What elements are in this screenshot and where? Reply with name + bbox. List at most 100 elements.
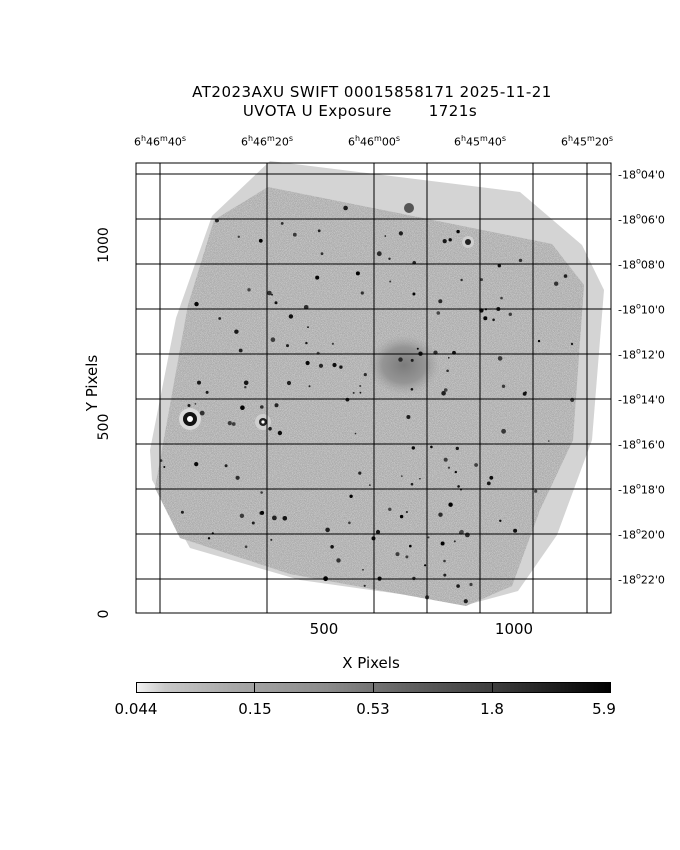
star [500,296,503,300]
star [384,235,387,237]
star [270,337,276,343]
colorbar-tick [254,682,255,693]
star [331,342,334,345]
dec-tick-label: -18o16'0 [618,436,665,452]
star [274,403,279,408]
star [163,466,166,468]
star [456,229,460,234]
star [307,326,309,328]
star [218,317,222,320]
star [412,576,416,581]
star [274,301,278,305]
star [405,510,408,514]
star [194,462,199,467]
star [268,426,272,431]
star [376,251,382,257]
star [440,541,445,546]
star [271,293,273,296]
star [412,292,416,296]
star [455,446,459,451]
y-tick-0: 0 [96,609,112,619]
star [489,475,494,480]
y-tick-1000: 1000 [96,227,112,263]
star [352,391,355,394]
star [359,385,362,387]
star [388,507,392,511]
stars-layer [159,205,575,604]
star [363,373,367,377]
dec-tick-label: -18o14'0 [618,391,665,407]
star [483,316,488,321]
diffuse-nebula [368,335,440,395]
star [501,384,506,388]
image-title-line-1: AT2023AXU SWIFT 00015858171 2025-11-21 [192,83,552,101]
star [518,258,523,263]
star [224,464,228,468]
image-title-line-2: UVOTA U Exposure 1721s [242,102,478,120]
star [419,477,421,480]
star [395,552,400,557]
star [348,521,351,525]
ra-tick-label: 6h46m20s [240,134,294,149]
star [497,264,501,268]
dec-tick-label: -18o06'0 [618,211,665,227]
star [288,314,294,319]
star [363,584,366,587]
star [453,540,456,543]
star [315,275,320,280]
star [272,515,277,521]
colorbar-tick [373,682,374,693]
y-tick-500: 500 [96,413,112,441]
star [247,288,251,292]
star [308,385,311,388]
star [336,558,341,563]
star [305,341,308,345]
star [508,312,512,316]
star [234,329,239,334]
colorbar-label-4: 1.8 [480,700,504,718]
star [522,392,527,396]
star [343,205,348,211]
y-axis-label: Y Pixels [83,354,101,412]
star [448,238,452,242]
star [205,390,209,394]
star [410,388,414,391]
star [448,502,453,507]
star [227,421,232,426]
colorbar-label-2: 0.15 [238,700,272,718]
star [239,513,245,518]
star [235,475,240,480]
dec-tick-label: -18o04'0 [618,166,665,182]
star [570,397,575,402]
star [548,440,550,442]
star [237,235,240,238]
star [197,380,201,385]
star [267,290,272,296]
star [463,599,468,604]
star [446,369,449,373]
colorbar-label-3: 0.53 [356,700,390,718]
dec-tick-label: -18o10'0 [618,301,665,317]
dec-tick-label: -18o12'0 [618,346,665,362]
star [286,344,289,348]
star [563,274,568,278]
star [258,238,263,243]
ra-tick-label: 6h45m20s [560,134,614,149]
dec-tick-label: -18o22'0 [618,571,665,587]
star [231,422,236,426]
x-axis-label: X Pixels [342,654,400,672]
dec-tick-label: -18o18'0 [618,481,665,497]
star [270,538,273,541]
star [499,519,502,522]
star [339,365,343,369]
star [260,491,263,494]
star [406,415,411,419]
star [459,529,464,535]
star [411,446,415,450]
star [354,432,357,435]
star [447,466,451,469]
star [277,430,283,436]
star [199,410,205,416]
star [443,388,448,392]
star [325,527,330,533]
